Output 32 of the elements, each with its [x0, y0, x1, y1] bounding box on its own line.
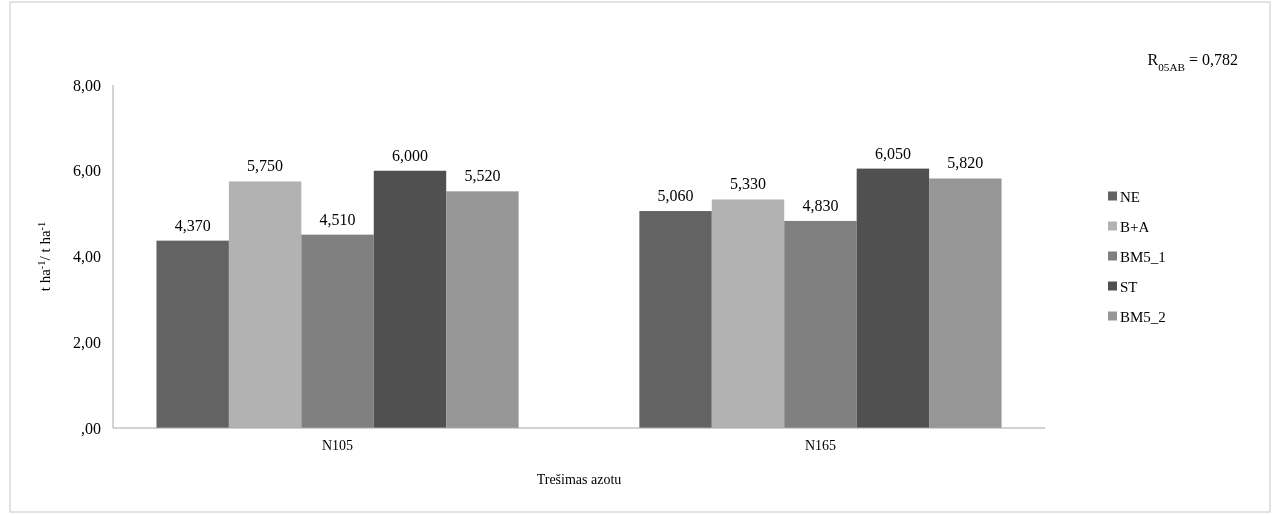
y-tick-label: 8,00: [73, 76, 101, 94]
data-label: 5,520: [464, 167, 501, 185]
y-tick-label: 4,00: [73, 248, 101, 266]
y-tick-label: ,00: [81, 419, 101, 437]
legend-label: BM5_2: [1120, 308, 1166, 325]
x-tick-label: N105: [321, 438, 354, 453]
data-label: 6,050: [874, 144, 911, 162]
bar: [156, 240, 229, 428]
bar: [856, 168, 930, 428]
legend-label: BM5_1: [1120, 248, 1166, 265]
legend-label: ST: [1120, 278, 1138, 295]
text: R$_{05AB}$ = 0,782: [1147, 51, 1238, 73]
data-label: 5,820: [947, 154, 984, 172]
bar: [929, 178, 1002, 428]
data-label: 5,330: [730, 175, 767, 193]
bar: [301, 234, 374, 428]
data-label: 6,000: [391, 146, 428, 164]
bar: [373, 170, 447, 428]
data-label: 4,370: [174, 216, 211, 234]
data-label: 5,060: [657, 187, 694, 205]
legend-label: B+A: [1120, 218, 1150, 235]
bar: [446, 191, 519, 428]
y-tick-label: 6,00: [73, 162, 101, 180]
data-label: 4,830: [802, 196, 839, 214]
bar: [639, 211, 712, 428]
data-label: 4,510: [319, 210, 356, 228]
x-axis-title: Trešimas azotu: [536, 472, 622, 487]
legend-label: NE: [1120, 188, 1140, 205]
y-tick-label: 2,00: [73, 333, 101, 351]
bar: [784, 220, 857, 428]
data-label: 5,750: [247, 157, 284, 175]
x-tick-label: N165: [804, 438, 837, 453]
